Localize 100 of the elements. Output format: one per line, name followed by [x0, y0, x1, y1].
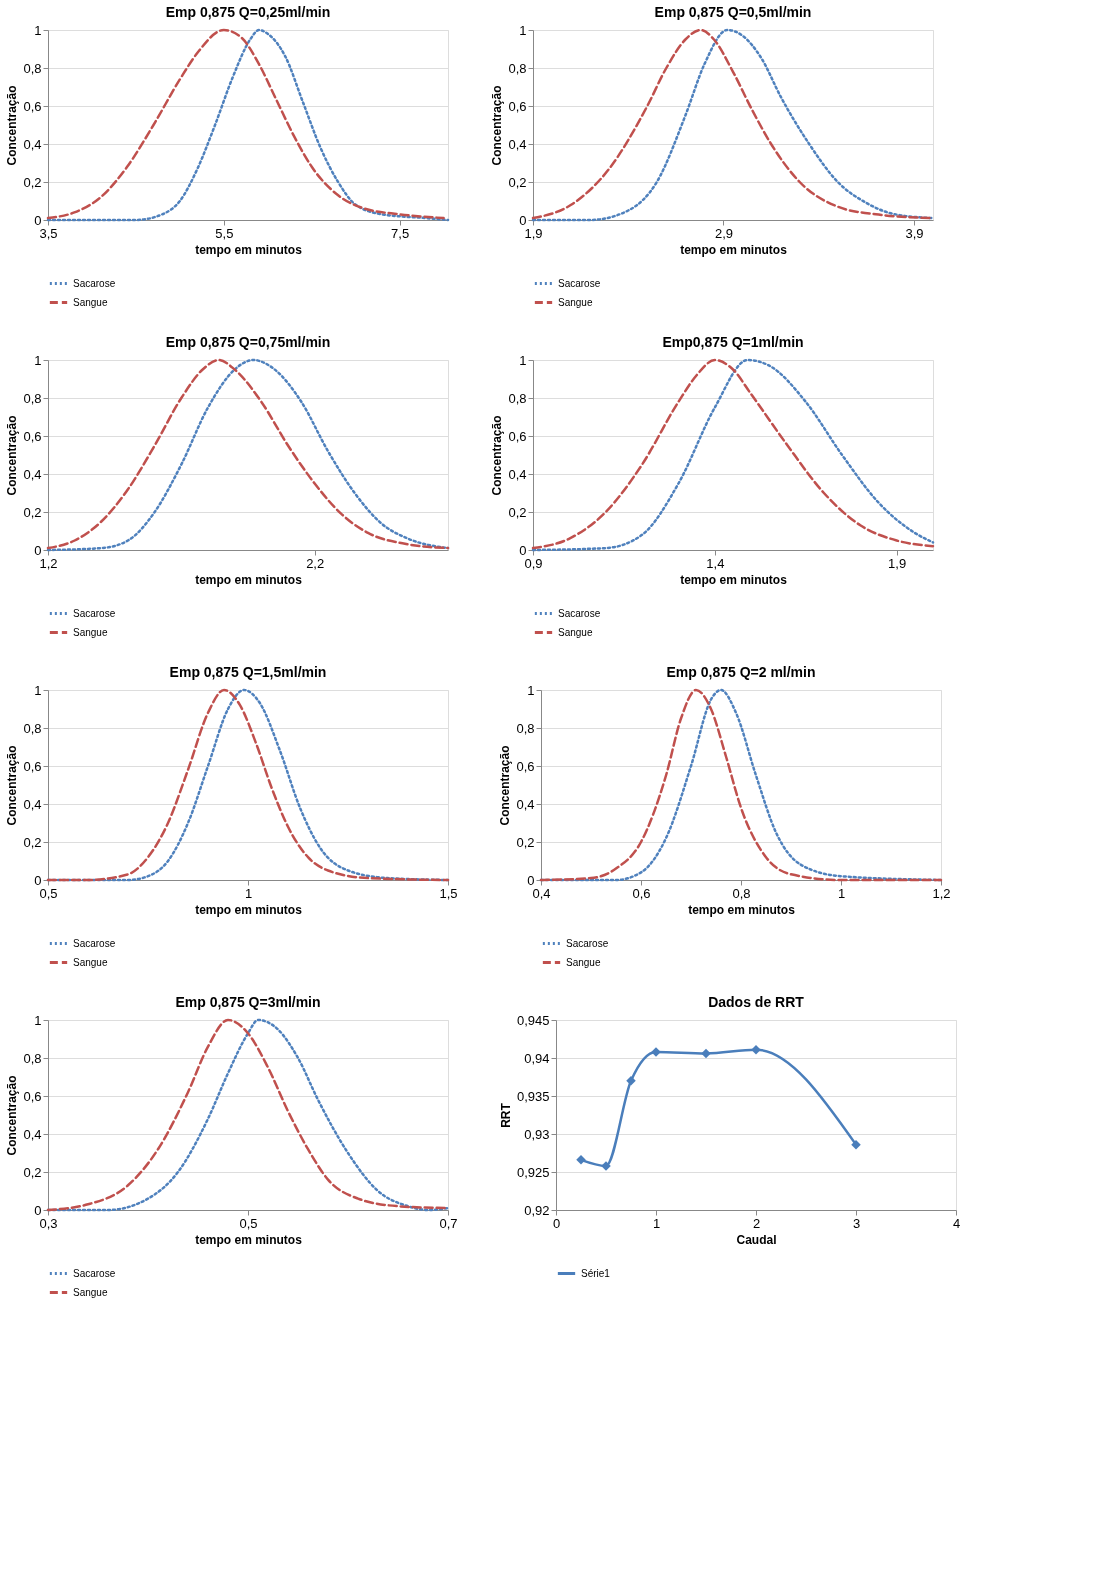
x-axis-title: tempo em minutos [195, 242, 303, 257]
chart-title: Emp 0,875 Q=1,5ml/min [169, 664, 327, 680]
x-tick-label: 1,4 [706, 555, 725, 571]
legend-label: Sangue [73, 1286, 108, 1298]
x-tick-label: 0,5 [239, 1215, 258, 1231]
y-tick-label: 1 [519, 22, 527, 38]
x-tick-label: 1,5 [439, 885, 458, 901]
x-axis-title: tempo em minutos [195, 572, 303, 587]
y-tick-label: 0,2 [23, 834, 42, 850]
y-axis-title: Concentração [5, 745, 20, 826]
chart-title: Emp 0,875 Q=3ml/min [175, 994, 321, 1010]
y-tick-label: 1 [34, 1012, 42, 1028]
legend-label: Sangue [558, 296, 593, 308]
y-tick-label: 0,4 [516, 796, 535, 812]
y-tick-label: 0,2 [23, 1164, 42, 1180]
y-tick-label: 0,94 [524, 1050, 550, 1066]
x-tick-label: 4 [952, 1215, 961, 1231]
x-tick-label: 3 [852, 1215, 861, 1231]
x-tick-label: 5,5 [215, 225, 234, 241]
y-tick-label: 0,6 [516, 758, 535, 774]
y-tick-label: 0 [519, 542, 527, 558]
x-tick-label: 3,5 [39, 225, 58, 241]
legend-label: Sacarose [73, 277, 116, 289]
legend-label: Série1 [581, 1267, 611, 1279]
line-series [46, 688, 450, 882]
x-tick-label: 7,5 [391, 225, 410, 241]
y-tick-label: 0,6 [23, 1088, 42, 1104]
legend-label: Sangue [566, 956, 601, 968]
x-tick-label: 0 [552, 1215, 561, 1231]
y-tick-label: 0,4 [23, 136, 42, 152]
y-tick-label: 0,4 [508, 466, 527, 482]
x-tick-label: 0,5 [39, 885, 58, 901]
x-axis-title: tempo em minutos [195, 902, 303, 917]
y-tick-label: 0,2 [508, 174, 527, 190]
x-axis-title: tempo em minutos [680, 242, 788, 257]
y-axis-title: Concentração [5, 85, 20, 166]
chart-title: Dados de RRT [708, 994, 805, 1010]
y-tick-label: 0 [34, 212, 42, 228]
y-tick-label: 0,935 [516, 1088, 550, 1104]
y-tick-label: 0,6 [23, 758, 42, 774]
x-tick-label: 1 [652, 1215, 661, 1231]
x-axis-title: tempo em minutos [680, 572, 788, 587]
chart-title: Emp 0,875 Q=2 ml/min [666, 664, 816, 680]
line-series [46, 1018, 450, 1212]
x-tick-label: 1 [837, 885, 846, 901]
x-axis-title: Caudal [736, 1232, 777, 1247]
line-series [539, 688, 943, 882]
y-tick-label: 1 [34, 22, 42, 38]
y-tick-label: 0,925 [516, 1164, 550, 1180]
point [751, 1044, 761, 1055]
y-axis-title: Concentração [490, 85, 505, 166]
y-tick-label: 0,8 [516, 720, 535, 736]
y-tick-label: 1 [519, 352, 527, 368]
point [851, 1139, 861, 1150]
y-tick-label: 0,8 [508, 60, 527, 76]
y-tick-label: 0,8 [23, 720, 42, 736]
point [701, 1048, 711, 1059]
y-tick-label: 1 [34, 682, 42, 698]
y-tick-label: 1 [527, 682, 535, 698]
x-axis-title: tempo em minutos [688, 902, 796, 917]
y-axis-title: Concentração [490, 415, 505, 496]
x-tick-label: 0,6 [632, 885, 651, 901]
y-axis-title: RRT [498, 1102, 513, 1128]
x-tick-label: 2 [752, 1215, 761, 1231]
y-tick-label: 0 [34, 542, 42, 558]
y-tick-label: 0,8 [23, 60, 42, 76]
x-tick-label: 0,3 [39, 1215, 58, 1231]
x-tick-label: 2,9 [714, 225, 734, 241]
y-tick-label: 0 [519, 212, 527, 228]
x-tick-label: 3,9 [905, 225, 924, 241]
y-tick-label: 0,2 [516, 834, 535, 850]
y-tick-label: 0,93 [524, 1126, 550, 1142]
y-axis-title: Concentração [5, 415, 20, 496]
y-tick-label: 0,6 [23, 428, 42, 444]
y-tick-label: 0,92 [524, 1202, 550, 1218]
y-axis-title: Concentração [5, 1075, 20, 1156]
y-tick-label: 0,4 [508, 136, 527, 152]
y-axis-title: Concentração [498, 745, 513, 826]
y-tick-label: 0,4 [23, 1126, 42, 1142]
y-tick-label: 0,2 [23, 504, 42, 520]
y-tick-label: 0,6 [508, 428, 527, 444]
x-tick-label: 1,2 [932, 885, 951, 901]
y-tick-label: 0,4 [23, 466, 42, 482]
y-tick-label: 0,8 [508, 390, 527, 406]
y-tick-label: 0,6 [508, 98, 527, 114]
y-tick-label: 0,6 [23, 98, 42, 114]
legend-label: Sacarose [558, 607, 601, 619]
y-tick-label: 0 [34, 872, 42, 888]
y-tick-label: 0,945 [516, 1012, 550, 1028]
legend-label: Sacarose [73, 607, 116, 619]
y-tick-label: 0 [527, 872, 535, 888]
legend-label: Sacarose [73, 937, 116, 949]
legend-label: Sangue [73, 296, 108, 308]
x-tick-label: 1,9 [888, 555, 907, 571]
x-tick-label: 1,9 [524, 225, 543, 241]
chart-title: Emp0,875 Q=1ml/min [662, 334, 804, 350]
chart-title: Emp 0,875 Q=0,75ml/min [165, 334, 331, 350]
x-tick-label: 0,8 [732, 885, 751, 901]
legend-label: Sangue [558, 626, 593, 638]
x-axis-title: tempo em minutos [195, 1232, 303, 1247]
